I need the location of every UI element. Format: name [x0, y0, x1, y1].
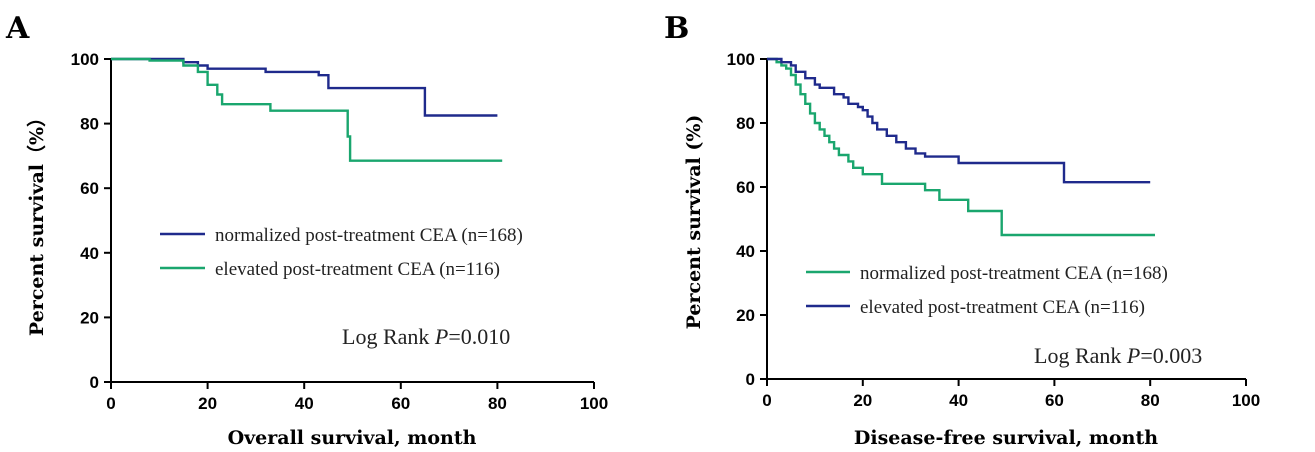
y-axis-title-a: Percent survival（%）: [25, 108, 48, 336]
x-tick-label-a-0: 0: [106, 394, 115, 413]
x-tick-label-a-2: 40: [295, 394, 314, 413]
series-line-b-0: [767, 57, 1155, 237]
legend-label-b-1: elevated post-treatment CEA (n=116): [860, 297, 1145, 318]
y-tick-label-b-0: 0: [746, 370, 755, 389]
series-group-b: [767, 57, 1155, 237]
legend-a: normalized post-treatment CEA (n=168) el…: [160, 225, 523, 280]
panel-label-a: A: [5, 11, 30, 46]
panel-label-b: B: [664, 11, 689, 46]
legend-label-a-1: elevated post-treatment CEA (n=116): [215, 259, 500, 280]
x-tick-label-a-4: 80: [488, 394, 507, 413]
log-rank-annotation-b: Log Rank P=0.003: [1034, 343, 1202, 368]
y-tick-label-a-3: 60: [80, 179, 99, 198]
x-tick-label-b-1: 20: [853, 391, 872, 410]
legend-label-a-0: normalized post-treatment CEA (n=168): [215, 225, 523, 246]
y-tick-label-a-0: 0: [90, 373, 99, 392]
x-tick-label-a-3: 60: [391, 394, 410, 413]
log-rank-p-a: P: [434, 324, 448, 349]
y-tick-label-b-4: 80: [736, 114, 755, 133]
x-tick-label-b-5: 100: [1232, 391, 1260, 410]
x-tick-label-b-4: 80: [1141, 391, 1160, 410]
x-tick-label-b-3: 60: [1045, 391, 1064, 410]
series-group-a: [111, 57, 503, 162]
y-tick-label-a-4: 80: [80, 115, 99, 134]
y-tick-label-a-1: 20: [80, 308, 99, 327]
y-tick-label-a-2: 40: [80, 244, 99, 263]
x-axis-title-a: Overall survival, month: [228, 427, 477, 449]
chart-panel-a: A Percent survival（%） Overall survival, …: [5, 11, 608, 449]
x-tick-label-a-1: 20: [198, 394, 217, 413]
x-tick-label-b-2: 40: [949, 391, 968, 410]
y-tick-label-b-2: 40: [736, 242, 755, 261]
y-tick-label-b-5: 100: [727, 50, 755, 69]
y-tick-label-a-5: 100: [71, 50, 99, 69]
series-line-a-0: [111, 57, 498, 117]
series-line-a-1: [111, 57, 503, 162]
legend-b: normalized post-treatment CEA (n=168) el…: [806, 263, 1168, 318]
y-axis-title-b: Percent survival (%): [683, 115, 705, 330]
x-tick-label-a-5: 100: [580, 394, 608, 413]
log-rank-annotation-a: Log Rank P=0.010: [342, 324, 510, 349]
ticks-a: 0 20 40 60 80 100 0 20 40 60 80 100: [71, 50, 609, 413]
y-tick-label-b-3: 60: [736, 178, 755, 197]
log-rank-value-a: =0.010: [448, 324, 510, 349]
log-rank-prefix-b: Log Rank: [1034, 343, 1127, 368]
series-line-b-1: [767, 57, 1151, 184]
x-axis-title-b: Disease-free survival, month: [854, 427, 1158, 449]
ticks-b: 0 20 40 60 80 100 0 20 40 60 80 100: [727, 50, 1261, 410]
y-tick-label-b-1: 20: [736, 306, 755, 325]
x-tick-label-b-0: 0: [762, 391, 771, 410]
log-rank-prefix-a: Log Rank: [342, 324, 435, 349]
log-rank-p-b: P: [1126, 343, 1140, 368]
log-rank-value-b: =0.003: [1140, 343, 1202, 368]
chart-panel-b: B Percent survival (%) Disease-free surv…: [664, 11, 1260, 449]
legend-label-b-0: normalized post-treatment CEA (n=168): [860, 263, 1168, 284]
